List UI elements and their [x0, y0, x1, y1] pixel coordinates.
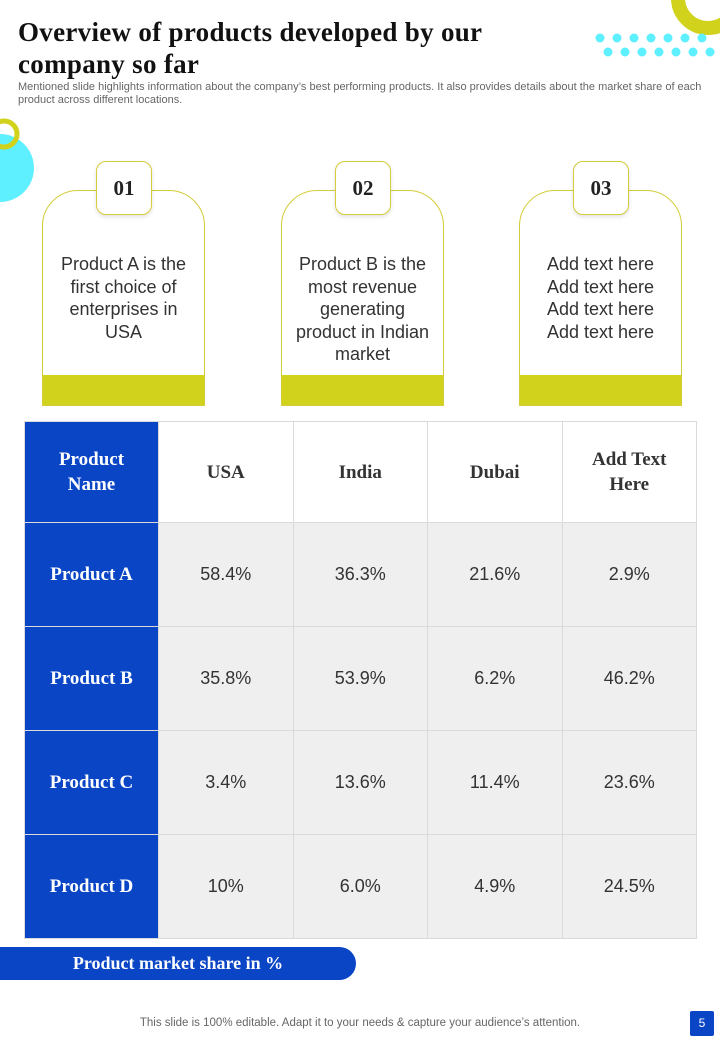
- card-number-badge: 03: [573, 161, 629, 215]
- page-subtitle: Mentioned slide highlights information a…: [18, 81, 702, 106]
- left-circle-shape: [0, 118, 34, 202]
- page-number: 5: [690, 1011, 714, 1036]
- card-accent-bar: [282, 375, 443, 405]
- table-cell: 2.9%: [561, 522, 697, 627]
- table-cell: 36.3%: [292, 522, 428, 627]
- table-cell: 35.8%: [158, 626, 294, 731]
- column-header: India: [292, 421, 428, 523]
- table-cell: 11.4%: [427, 730, 563, 835]
- table-row: Product C 3.4% 13.6% 11.4% 23.6%: [24, 730, 697, 835]
- card-number-badge: 01: [96, 161, 152, 215]
- card-text: Product B is the most revenue generating…: [295, 254, 430, 364]
- top-right-ring-shape: [671, 0, 720, 35]
- table-cell: 3.4%: [158, 730, 294, 835]
- product-card-2: Product B is the most revenue generating…: [281, 190, 444, 406]
- table-header-row: Product Name USA India Dubai Add Text He…: [24, 421, 697, 523]
- card-text: Product A is the first choice of enterpr…: [60, 254, 187, 342]
- table-caption: Product market share in %: [0, 947, 356, 980]
- row-header: Product D: [24, 834, 159, 939]
- table-cell: 10%: [158, 834, 294, 939]
- table-row: Product A 58.4% 36.3% 21.6% 2.9%: [24, 522, 697, 627]
- table-cell: 46.2%: [561, 626, 697, 731]
- column-header: Dubai: [427, 421, 563, 523]
- table-cell: 24.5%: [561, 834, 697, 939]
- card-accent-bar: [43, 375, 204, 405]
- column-header: USA: [158, 421, 294, 523]
- row-header: Product C: [24, 730, 159, 835]
- table-cell: 13.6%: [292, 730, 428, 835]
- table-cell: 23.6%: [561, 730, 697, 835]
- column-header: Product Name: [24, 421, 159, 523]
- page-title: Overview of products developed by our co…: [18, 17, 482, 79]
- product-card-1: Product A is the first choice of enterpr…: [42, 190, 205, 406]
- table-cell: 53.9%: [292, 626, 428, 731]
- table-cell: 58.4%: [158, 522, 294, 627]
- row-header: Product A: [24, 522, 159, 627]
- dot-pattern-shape: [595, 33, 715, 57]
- table-cell: 6.2%: [427, 626, 563, 731]
- card-text: Add text here Add text here Add text her…: [546, 254, 655, 342]
- table-row: Product B 35.8% 53.9% 6.2% 46.2%: [24, 626, 697, 731]
- row-header: Product B: [24, 626, 159, 731]
- table-cell: 21.6%: [427, 522, 563, 627]
- market-share-table: Product Name USA India Dubai Add Text He…: [24, 421, 697, 939]
- product-card-3: Add text here Add text here Add text her…: [519, 190, 682, 406]
- column-header: Add Text Here: [561, 421, 697, 523]
- table-row: Product D 10% 6.0% 4.9% 24.5%: [24, 834, 697, 939]
- footer-note: This slide is 100% editable. Adapt it to…: [139, 1017, 581, 1029]
- table-cell: 6.0%: [292, 834, 428, 939]
- card-number-badge: 02: [335, 161, 391, 215]
- card-accent-bar: [520, 375, 681, 405]
- table-cell: 4.9%: [427, 834, 563, 939]
